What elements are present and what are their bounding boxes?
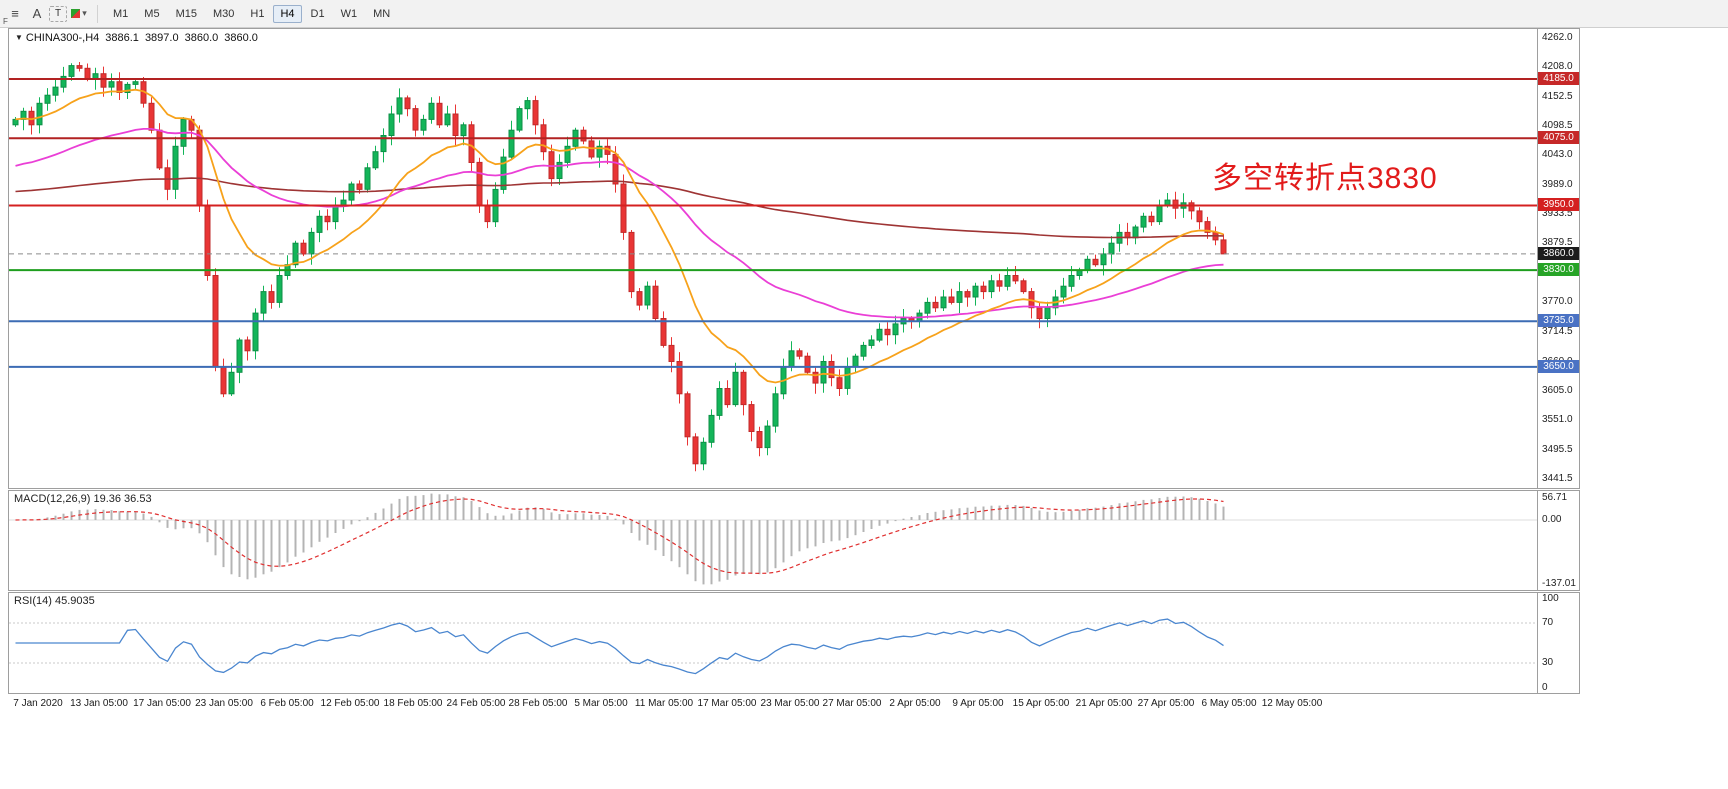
rsi-plot[interactable] bbox=[9, 593, 1537, 693]
time-label: 24 Feb 05:00 bbox=[446, 698, 506, 709]
main-chart-plot[interactable] bbox=[9, 29, 1537, 488]
timeframe-m1[interactable]: M1 bbox=[113, 7, 129, 20]
timeframe-w1[interactable]: W1 bbox=[340, 7, 358, 20]
price-tick: 4208.0 bbox=[1542, 61, 1573, 72]
timeframe-h4[interactable]: H4 bbox=[273, 4, 302, 23]
bar-low: 3860.0 bbox=[184, 32, 219, 44]
time-label: 28 Feb 05:00 bbox=[508, 698, 568, 709]
price-badge-3735.0: 3735.0 bbox=[1538, 314, 1579, 327]
rsi-tick: 100 bbox=[1542, 593, 1559, 604]
macd-tick: 0.00 bbox=[1542, 514, 1562, 525]
time-label: 11 Mar 05:00 bbox=[634, 698, 694, 709]
price-tick: 4262.0 bbox=[1542, 32, 1573, 43]
price-badge-4185.0: 4185.0 bbox=[1538, 72, 1579, 85]
macd-panel: MACD(12,26,9) 19.36 36.53 56.71 0.00 -137.… bbox=[8, 490, 1580, 591]
text-label-icon[interactable]: A bbox=[32, 6, 42, 21]
symbol-name: CHINA300-,H4 bbox=[25, 32, 100, 44]
time-label: 6 Feb 05:00 bbox=[260, 698, 314, 709]
draw-tool-icon bbox=[71, 9, 81, 18]
chevron-down-icon: ▾ bbox=[82, 8, 87, 18]
time-label: 18 Feb 05:00 bbox=[383, 698, 443, 709]
price-badge-3950.0: 3950.0 bbox=[1538, 198, 1579, 211]
time-axis[interactable]: 7 Jan 2020 13 Jan 05:00 17 Jan 05:00 23 Jan… bbox=[8, 694, 1580, 712]
chart-window: ▼ CHINA300-,H4 3886.1 3897.0 3860.0 3860.0 多空… bbox=[8, 28, 1580, 712]
text-tool-icon[interactable]: T bbox=[49, 5, 67, 22]
time-label: 12 May 05:00 bbox=[1261, 698, 1323, 709]
time-label: 13 Jan 05:00 bbox=[70, 698, 128, 709]
bar-high: 3897.0 bbox=[144, 32, 179, 44]
bar-close: 3860.0 bbox=[224, 32, 258, 44]
time-label: 27 Apr 05:00 bbox=[1137, 698, 1195, 709]
toolbar-separator bbox=[97, 4, 98, 23]
price-tick: 4043.0 bbox=[1542, 149, 1573, 160]
time-label: 7 Jan 2020 bbox=[13, 698, 63, 709]
chart-annotation-text[interactable]: 多空转折点3830 bbox=[1212, 162, 1438, 195]
rsi-tick: 70 bbox=[1542, 617, 1554, 628]
time-label: 15 Apr 05:00 bbox=[1012, 698, 1070, 709]
time-label: 23 Jan 05:00 bbox=[195, 698, 253, 709]
chart-grid-icon[interactable]: ≡ bbox=[11, 6, 19, 21]
macd-axis[interactable]: 56.71 0.00 -137.01 bbox=[1537, 491, 1579, 590]
time-label: 5 Mar 05:00 bbox=[574, 698, 628, 709]
bar-open: 3886.1 bbox=[105, 32, 139, 44]
price-tick: 4098.5 bbox=[1542, 120, 1573, 131]
time-label: 17 Jan 05:00 bbox=[133, 698, 191, 709]
time-label: 2 Apr 05:00 bbox=[889, 698, 941, 709]
price-tick: 3770.0 bbox=[1542, 296, 1573, 307]
timeframe-group: M1 M5 M15 M30 H1 H4 D1 W1 MN bbox=[105, 4, 398, 23]
macd-label: MACD(12,26,9) 19.36 36.53 bbox=[14, 493, 152, 505]
price-tick: 4152.5 bbox=[1542, 91, 1573, 102]
main-chart-panel: ▼ CHINA300-,H4 3886.1 3897.0 3860.0 3860.0 多空… bbox=[8, 28, 1580, 489]
toolbar-f-label: F bbox=[3, 17, 8, 26]
time-label: 6 May 05:00 bbox=[1201, 698, 1257, 709]
toolbar: ≡ A T ▾ M1 M5 M15 M30 H1 H4 D1 W1 MN F bbox=[0, 0, 1728, 28]
price-badge-4075.0: 4075.0 bbox=[1538, 131, 1579, 144]
draw-tool-dropdown[interactable]: ▾ bbox=[69, 4, 89, 24]
price-tick: 3714.5 bbox=[1542, 326, 1573, 337]
price-tick: 3989.0 bbox=[1542, 179, 1573, 190]
price-tick: 3551.0 bbox=[1542, 414, 1573, 425]
price-badge-3650.0: 3650.0 bbox=[1538, 360, 1579, 373]
rsi-panel: RSI(14) 45.9035 100 70 30 0 bbox=[8, 592, 1580, 694]
rsi-axis[interactable]: 100 70 30 0 bbox=[1537, 593, 1579, 693]
price-tick: 3495.5 bbox=[1542, 444, 1573, 455]
timeframe-d1[interactable]: D1 bbox=[310, 7, 325, 20]
macd-tick: 56.71 bbox=[1542, 492, 1568, 503]
symbol-dropdown-icon[interactable]: ▼ bbox=[15, 33, 23, 42]
macd-plot[interactable] bbox=[9, 491, 1537, 590]
price-badge-3830.0: 3830.0 bbox=[1538, 263, 1579, 276]
time-label: 23 Mar 05:00 bbox=[760, 698, 820, 709]
price-tick: 3441.5 bbox=[1542, 473, 1573, 484]
rsi-tick: 30 bbox=[1542, 657, 1554, 668]
symbol-ohlc-label: ▼ CHINA300-,H4 3886.1 3897.0 3860.0 3860.0 bbox=[15, 32, 258, 44]
time-label: 12 Feb 05:00 bbox=[320, 698, 380, 709]
timeframe-h1[interactable]: H1 bbox=[250, 7, 265, 20]
macd-tick: -137.01 bbox=[1542, 578, 1576, 589]
timeframe-m30[interactable]: M30 bbox=[212, 7, 235, 20]
time-label: 17 Mar 05:00 bbox=[697, 698, 757, 709]
timeframe-m15[interactable]: M15 bbox=[175, 7, 197, 20]
rsi-tick: 0 bbox=[1542, 682, 1548, 693]
price-badge-3860.0: 3860.0 bbox=[1538, 247, 1579, 260]
rsi-label: RSI(14) 45.9035 bbox=[14, 595, 95, 607]
timeframe-mn[interactable]: MN bbox=[373, 7, 391, 20]
time-label: 9 Apr 05:00 bbox=[952, 698, 1004, 709]
price-tick: 3879.5 bbox=[1542, 237, 1573, 248]
price-tick: 3933.5 bbox=[1542, 208, 1573, 219]
time-label: 27 Mar 05:00 bbox=[822, 698, 882, 709]
price-tick: 3605.0 bbox=[1542, 385, 1573, 396]
timeframe-m5[interactable]: M5 bbox=[144, 7, 160, 20]
time-label: 21 Apr 05:00 bbox=[1075, 698, 1133, 709]
price-axis[interactable]: 4262.0 4208.0 4152.5 4098.5 4043.0 3989.0 3933… bbox=[1537, 29, 1579, 488]
